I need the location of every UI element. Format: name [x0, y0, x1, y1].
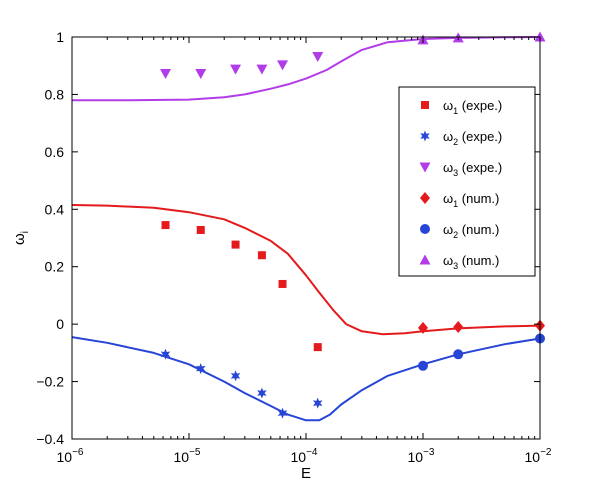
- x-tick-label: 10−5: [174, 447, 201, 465]
- series-line: [71, 336, 541, 422]
- data-point: [196, 363, 206, 375]
- legend-label: ω1 (expe.): [443, 98, 502, 116]
- data-point: [257, 251, 266, 260]
- x-axis-label: E: [301, 465, 311, 482]
- data-point: [418, 360, 428, 371]
- data-point: [160, 68, 172, 79]
- legend-marker: [420, 192, 430, 204]
- data-point: [313, 343, 322, 352]
- x-axis-ticks: 10−6 10−5 10−4 10−3 10−2: [57, 37, 552, 465]
- data-point: [195, 68, 207, 79]
- y-axis-label: ωi: [11, 231, 31, 245]
- data-point: [453, 321, 464, 334]
- legend: ω1 (expe.) ω2 (expe.) ω3 (expe.) ω1 (num.) ω…: [398, 86, 536, 277]
- x-tick-label: 10−4: [291, 447, 318, 465]
- data-point: [160, 348, 171, 360]
- y-axis-ticks: −0.4 −0.2 0 0.2 0.4 0.6 0.8 1: [36, 29, 540, 447]
- data-point: [312, 52, 324, 63]
- svg-text:ωi: ωi: [11, 231, 31, 245]
- data-point: [277, 60, 289, 71]
- y-tick-label: 0.6: [45, 144, 65, 160]
- data-point: [277, 407, 288, 419]
- x-tick-label: 10−6: [57, 447, 84, 465]
- legend-label: ω3 (num.): [443, 253, 499, 271]
- legend-marker: [421, 101, 429, 109]
- x-tick-label: 10−2: [525, 447, 552, 465]
- data-point: [161, 221, 170, 230]
- data-point: [313, 397, 323, 409]
- data-point: [196, 225, 205, 234]
- legend-label: ω2 (num.): [443, 222, 499, 240]
- y-tick-label: 0: [56, 316, 64, 332]
- legend-marker: [420, 224, 430, 234]
- data-point: [278, 279, 287, 288]
- y-tick-label: 0.8: [45, 86, 65, 102]
- data-point: [453, 349, 464, 360]
- y-tick-label: 1: [56, 29, 64, 45]
- legend-marker: [419, 162, 431, 173]
- data-point: [256, 64, 268, 75]
- y-tick-label: −0.2: [36, 374, 64, 390]
- legend-label: ω1 (num.): [443, 191, 499, 209]
- data-point: [231, 240, 240, 249]
- y-tick-label: −0.4: [36, 431, 64, 447]
- y-tick-label: 0.2: [45, 259, 65, 275]
- legend-marker: [420, 130, 430, 142]
- x-tick-label: 10−3: [408, 447, 435, 465]
- legend-marker: [419, 254, 431, 265]
- legend-label: ω2 (expe.): [443, 129, 502, 147]
- data-point: [230, 64, 242, 75]
- data-point: [257, 387, 267, 399]
- data-point: [230, 370, 241, 382]
- y-tick-label: 0.4: [45, 201, 65, 217]
- legend-box: [398, 86, 536, 277]
- legend-label: ω3 (expe.): [443, 160, 502, 178]
- series-line: [72, 36, 541, 102]
- data-point: [418, 321, 428, 334]
